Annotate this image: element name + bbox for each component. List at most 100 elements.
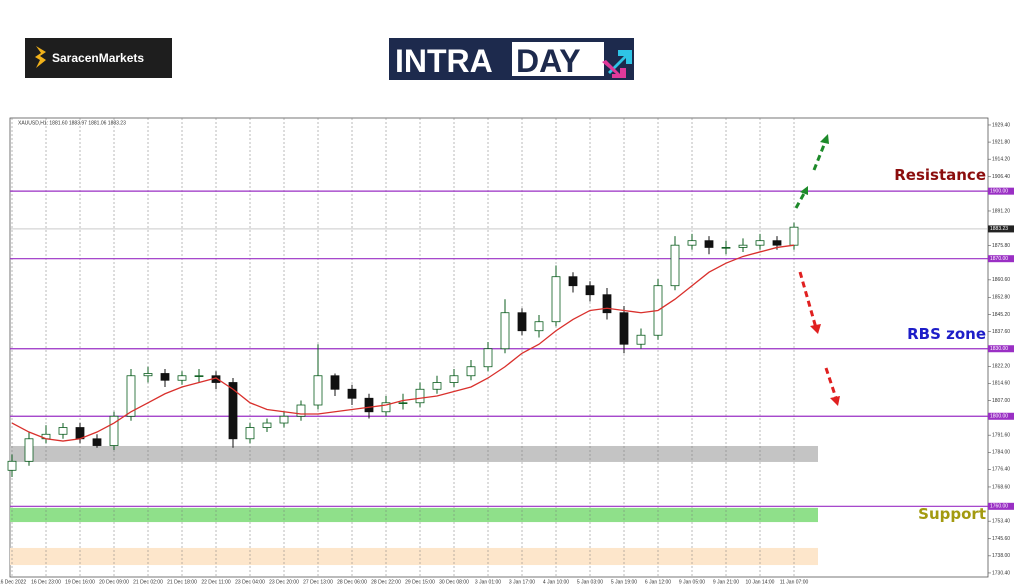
x-tick-label: 16 Dec 23:00 (31, 579, 61, 585)
level-label: 1900.00 (990, 188, 1008, 194)
y-tick-label: 1860.60 (992, 277, 1010, 283)
x-tick-label: 6 Jan 12:00 (645, 579, 671, 585)
candle-body (7, 460, 17, 471)
candle-body (92, 438, 102, 446)
y-tick-label: 1768.60 (992, 484, 1010, 490)
candle-body (755, 240, 765, 246)
candle-body (160, 373, 170, 381)
x-tick-label: 5 Jan 19:00 (611, 579, 637, 585)
y-tick-label: 1745.60 (992, 536, 1010, 542)
candle-body (364, 397, 374, 413)
x-tick-label: 28 Dec 22:00 (371, 579, 401, 585)
candle-body (330, 375, 340, 390)
resistance-label: Resistance (894, 166, 986, 184)
intraday-logo: INTRA DAY (389, 38, 634, 80)
intra-text: INTRA (395, 43, 493, 79)
x-tick-label: 30 Dec 08:00 (439, 579, 469, 585)
candle-body (109, 415, 119, 446)
candle-body (534, 321, 544, 332)
candle-body (58, 427, 68, 435)
x-tick-label: 10 Jan 14:00 (746, 579, 775, 585)
candle-body (687, 240, 697, 246)
y-tick-label: 1776.40 (992, 467, 1010, 473)
x-tick-label: 19 Dec 16:00 (65, 579, 95, 585)
current-price-label: 1883.23 (990, 226, 1008, 232)
y-tick-label: 1929.40 (992, 122, 1010, 128)
x-tick-label: 27 Dec 13:00 (303, 579, 333, 585)
y-tick-label: 1914.20 (992, 157, 1010, 163)
level-tag (988, 412, 1014, 420)
y-tick-label: 1791.60 (992, 433, 1010, 439)
broker-name: SaracenMarkets (52, 51, 144, 65)
level-tag (988, 187, 1014, 195)
candle-body (245, 427, 255, 440)
candle-body (619, 312, 629, 345)
zone (10, 507, 818, 523)
current-price-tag (988, 225, 1014, 233)
x-tick-label: 28 Dec 06:00 (337, 579, 367, 585)
moving-average (11, 244, 795, 442)
candle-body (551, 276, 561, 323)
candle-body (789, 226, 799, 246)
x-tick-label: 5 Jan 03:00 (577, 579, 603, 585)
y-tick-label: 1845.20 (992, 312, 1010, 318)
y-tick-label: 1875.80 (992, 243, 1010, 249)
y-tick-label: 1814.60 (992, 381, 1010, 387)
candle-body (772, 240, 782, 246)
candle-body (721, 247, 731, 249)
x-tick-label: 9 Jan 05:00 (679, 579, 705, 585)
x-tick-label: 16 Dec 2022 (0, 579, 26, 585)
candle-body (568, 276, 578, 287)
y-tick-label: 1784.00 (992, 450, 1010, 456)
plot: 1929.40 1921.80 1914.20 1906.40 1891.20 1875.… (0, 118, 1014, 585)
candle-body (24, 438, 34, 462)
y-tick-label: 1807.00 (992, 398, 1010, 404)
zone (10, 445, 818, 462)
level-label: 1830.00 (990, 346, 1008, 352)
candle-body (194, 375, 204, 377)
candle-body (483, 348, 493, 368)
level-label: 1760.00 (990, 504, 1008, 510)
x-tick-label: 22 Dec 11:00 (201, 579, 231, 585)
candle-body (381, 402, 391, 413)
x-tick-label: 3 Jan 17:00 (509, 579, 535, 585)
candle-body (449, 375, 459, 383)
level-tag (988, 345, 1014, 353)
y-tick-label: 1730.40 (992, 570, 1010, 576)
y-tick-label: 1753.40 (992, 519, 1010, 525)
candle-body (279, 415, 289, 424)
candle-body (415, 388, 425, 404)
candle-body (636, 334, 646, 345)
symbol-info: XAUUSD,H1: 1881.60 1883.97 1881.06 1883.… (18, 120, 126, 126)
x-tick-label: 23 Dec 04:00 (235, 579, 265, 585)
x-tick-label: 20 Dec 09:00 (99, 579, 129, 585)
candle-body (517, 312, 527, 332)
candle-body (738, 244, 748, 248)
level-tag (988, 502, 1014, 510)
candle-body (704, 240, 714, 248)
x-tick-label: 21 Dec 18:00 (167, 579, 197, 585)
x-tick-label: 9 Jan 21:00 (713, 579, 739, 585)
x-tick-label: 11 Jan 07:00 (780, 579, 809, 585)
candle-body (347, 388, 357, 399)
x-tick-label: 29 Dec 15:00 (405, 579, 435, 585)
candle-body (143, 373, 153, 377)
y-tick-label: 1738.00 (992, 553, 1010, 559)
candle-body (432, 382, 442, 390)
candle-body (585, 285, 595, 296)
y-tick-label: 1852.80 (992, 295, 1010, 301)
day-text: DAY (516, 43, 581, 79)
candle-body (670, 244, 680, 287)
rbs-zone-label: RBS zone (907, 325, 986, 343)
candle-body (602, 294, 612, 314)
candle-body (466, 366, 476, 377)
candle-body (313, 375, 323, 406)
y-tick-label: 1891.20 (992, 208, 1010, 214)
candle-body (296, 404, 306, 417)
x-tick-label: 23 Dec 20:00 (269, 579, 299, 585)
candle-body (262, 422, 272, 428)
y-tick-label: 1837.60 (992, 329, 1010, 335)
y-tick-label: 1822.20 (992, 364, 1010, 370)
